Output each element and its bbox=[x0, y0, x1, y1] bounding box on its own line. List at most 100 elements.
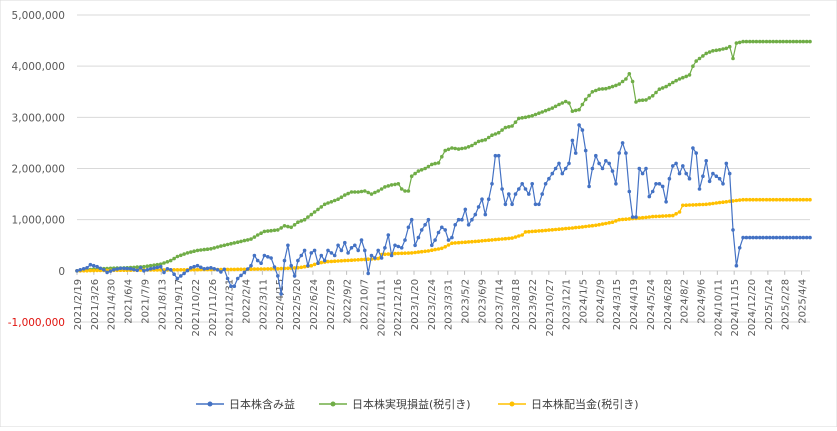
data-point bbox=[694, 151, 698, 155]
data-point bbox=[490, 182, 494, 186]
data-point bbox=[416, 169, 421, 173]
data-point bbox=[570, 109, 575, 113]
data-point bbox=[734, 198, 739, 203]
data-point bbox=[142, 264, 146, 269]
data-point bbox=[319, 260, 324, 265]
x-tick-label: 2022/5/20 bbox=[292, 279, 303, 330]
data-point bbox=[91, 263, 96, 268]
data-point bbox=[644, 166, 648, 171]
data-point bbox=[252, 253, 257, 258]
data-point bbox=[580, 102, 585, 107]
data-point bbox=[433, 247, 437, 252]
data-point bbox=[446, 238, 451, 242]
data-point bbox=[463, 146, 468, 150]
data-point bbox=[768, 235, 772, 240]
data-point bbox=[794, 39, 799, 44]
data-point bbox=[122, 266, 126, 271]
data-point bbox=[296, 220, 300, 224]
data-point bbox=[748, 235, 752, 240]
data-point bbox=[192, 267, 196, 272]
data-point bbox=[322, 202, 327, 207]
data-point bbox=[426, 217, 431, 222]
data-point bbox=[436, 247, 441, 251]
data-point bbox=[640, 215, 645, 220]
data-point bbox=[219, 244, 223, 248]
data-point bbox=[286, 266, 290, 271]
data-point bbox=[413, 250, 417, 255]
data-point bbox=[386, 233, 391, 237]
data-point bbox=[443, 245, 448, 249]
data-point bbox=[788, 39, 792, 44]
data-point bbox=[158, 264, 163, 269]
data-point bbox=[433, 238, 437, 242]
data-point bbox=[215, 245, 220, 249]
data-point bbox=[530, 182, 534, 186]
x-tick-label: 2023/2/24 bbox=[427, 279, 438, 330]
data-point bbox=[98, 266, 103, 271]
data-point bbox=[269, 228, 273, 233]
data-point bbox=[540, 228, 544, 233]
data-point bbox=[707, 179, 712, 184]
data-point bbox=[647, 194, 652, 199]
data-point bbox=[332, 253, 337, 258]
y-tick-label: 3,000,000 bbox=[12, 112, 65, 124]
data-point bbox=[393, 182, 397, 187]
data-point bbox=[450, 241, 454, 245]
data-point bbox=[761, 197, 765, 202]
data-point bbox=[286, 243, 290, 248]
data-point bbox=[560, 227, 565, 231]
data-point bbox=[353, 258, 357, 262]
data-point bbox=[363, 248, 367, 253]
x-tick-label: 2021/8/13 bbox=[157, 279, 168, 330]
data-point bbox=[573, 151, 578, 155]
data-point bbox=[262, 229, 267, 234]
data-point bbox=[476, 205, 481, 209]
data-point bbox=[399, 187, 404, 191]
data-point bbox=[500, 187, 504, 191]
data-point bbox=[617, 82, 621, 86]
data-point bbox=[758, 197, 762, 202]
data-point bbox=[600, 222, 605, 226]
data-point bbox=[754, 197, 759, 202]
data-point bbox=[567, 161, 571, 166]
data-point bbox=[711, 49, 715, 53]
data-point bbox=[182, 268, 186, 272]
data-point bbox=[791, 197, 796, 202]
data-point bbox=[229, 284, 233, 289]
data-point bbox=[276, 274, 280, 278]
data-point bbox=[594, 223, 598, 228]
data-point bbox=[202, 247, 206, 252]
data-point bbox=[620, 79, 625, 84]
data-point bbox=[507, 192, 511, 196]
data-point bbox=[346, 251, 350, 255]
data-point bbox=[527, 114, 531, 119]
data-point bbox=[286, 224, 290, 229]
data-point bbox=[292, 274, 297, 278]
data-point bbox=[507, 236, 511, 241]
data-point bbox=[199, 248, 203, 252]
data-point bbox=[419, 168, 424, 172]
data-point bbox=[724, 200, 729, 204]
data-point bbox=[235, 240, 240, 244]
data-point bbox=[266, 229, 270, 233]
x-tick-label: 2023/8/18 bbox=[511, 279, 522, 330]
data-point bbox=[493, 237, 498, 242]
data-point bbox=[604, 159, 608, 163]
data-point bbox=[165, 267, 170, 271]
data-point bbox=[172, 256, 176, 261]
data-point bbox=[155, 265, 160, 270]
data-point bbox=[517, 116, 521, 121]
data-point bbox=[543, 228, 548, 233]
data-point bbox=[426, 249, 431, 253]
series-1 bbox=[75, 39, 812, 273]
data-point bbox=[138, 266, 143, 270]
data-point bbox=[409, 174, 414, 178]
data-point bbox=[179, 253, 183, 258]
data-point bbox=[664, 84, 668, 89]
data-point bbox=[687, 176, 692, 181]
data-point bbox=[523, 115, 528, 120]
data-point bbox=[717, 176, 722, 181]
data-point bbox=[577, 107, 581, 112]
data-point bbox=[567, 101, 571, 105]
